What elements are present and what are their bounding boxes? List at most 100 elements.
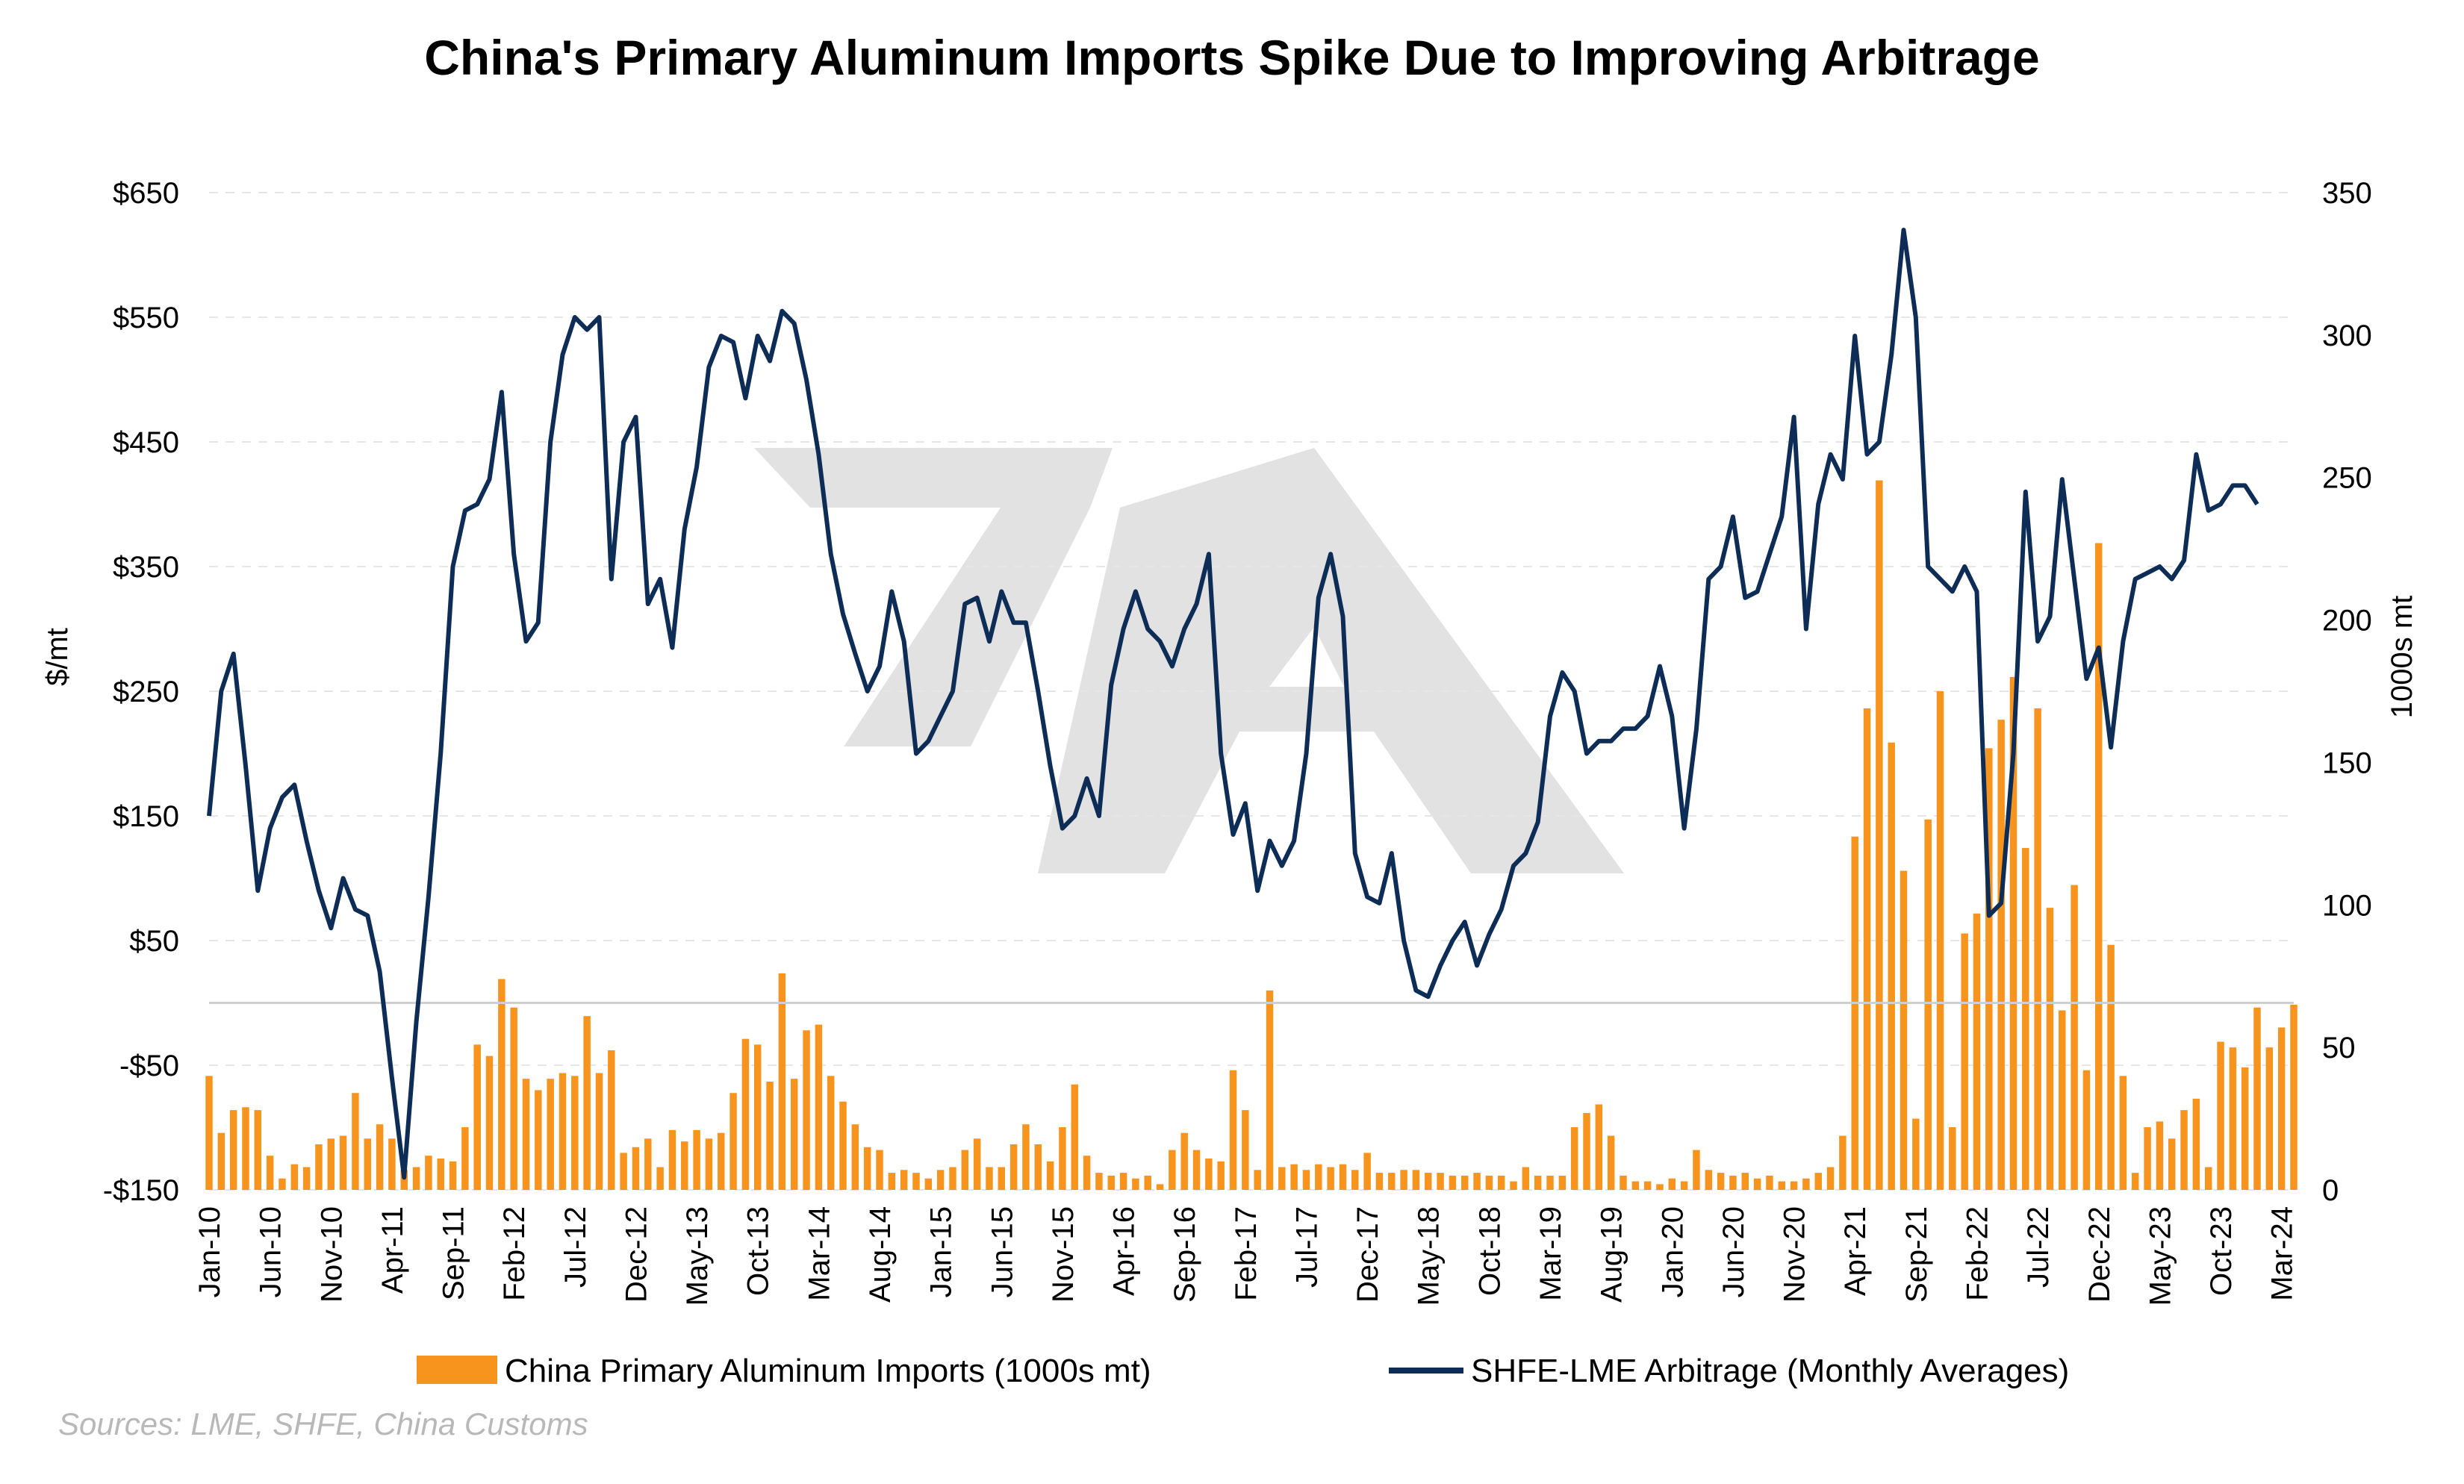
import-bar — [352, 1093, 359, 1190]
x-tick-label: Feb-12 — [498, 1206, 531, 1301]
x-tick-label: Jul-22 — [2022, 1206, 2055, 1288]
import-bar — [1107, 1175, 1115, 1190]
import-bar — [1192, 1150, 1201, 1190]
import-bar — [1876, 480, 1883, 1190]
import-bar — [1425, 1173, 1432, 1190]
x-tick-label: Mar-24 — [2266, 1206, 2299, 1301]
import-bar — [1400, 1170, 1407, 1190]
x-tick-label: Mar-19 — [1534, 1206, 1567, 1301]
import-bar — [1132, 1178, 1139, 1190]
import-bar — [803, 1030, 810, 1190]
x-tick-label: Feb-17 — [1230, 1206, 1263, 1301]
import-bar — [2156, 1121, 2164, 1190]
x-tick-label: May-23 — [2144, 1206, 2177, 1306]
import-bar — [620, 1153, 627, 1190]
import-bar — [1985, 748, 1993, 1190]
x-tick-label: Jan-10 — [193, 1206, 226, 1297]
x-tick-label: Nov-15 — [1047, 1206, 1080, 1303]
import-bar — [1071, 1084, 1078, 1190]
import-bar — [1936, 691, 1944, 1190]
import-bar — [1973, 913, 1981, 1190]
x-tick-label: Mar-14 — [803, 1206, 836, 1301]
import-bar — [1680, 1181, 1688, 1190]
x-tick-label: Jul-17 — [1290, 1206, 1323, 1288]
import-bar — [608, 1050, 615, 1190]
import-bar — [2046, 908, 2054, 1190]
import-bar — [1485, 1175, 1493, 1190]
import-bar — [1522, 1167, 1530, 1190]
import-bar — [1997, 720, 2005, 1190]
import-bar — [863, 1147, 871, 1190]
import-bar — [510, 1007, 517, 1190]
import-bar — [449, 1161, 457, 1190]
import-bar — [924, 1178, 933, 1190]
import-bar — [522, 1079, 530, 1190]
right-axis-ticks: 350 300 250 200 150 100 50 0 — [2322, 177, 2372, 1207]
x-tick-label: Nov-20 — [1779, 1206, 1811, 1303]
import-bar — [1693, 1150, 1700, 1190]
import-bar — [2107, 944, 2115, 1190]
legend-bar-label: China Primary Aluminum Imports (1000s mt… — [505, 1353, 1151, 1389]
import-bar — [1583, 1112, 1590, 1190]
import-bar — [290, 1164, 299, 1190]
right-tick-label: 150 — [2322, 746, 2372, 779]
x-tick-label: Nov-10 — [315, 1206, 348, 1303]
import-bar — [339, 1135, 347, 1190]
import-bar — [1705, 1170, 1713, 1190]
import-bar — [815, 1024, 823, 1190]
import-bar — [1510, 1181, 1517, 1190]
import-bar — [327, 1138, 335, 1190]
import-bar — [1375, 1173, 1384, 1190]
import-bar — [741, 1038, 750, 1190]
import-bar — [2253, 1007, 2261, 1190]
import-bar — [1534, 1175, 1542, 1190]
left-axis-title: $/mt — [41, 628, 74, 686]
import-bar — [1643, 1181, 1652, 1190]
x-tick-label: Jul-12 — [559, 1206, 592, 1288]
import-bar — [2095, 543, 2103, 1190]
import-bar — [485, 1056, 494, 1190]
import-bar — [961, 1150, 969, 1190]
left-tick-label: $50 — [129, 925, 179, 958]
import-bar — [1741, 1173, 1749, 1190]
left-axis-ticks: $650 $550 $450 $350 $250 $150 $50 -$50 -$150 — [103, 177, 179, 1207]
watermark-logo — [754, 448, 1624, 873]
x-tick-label: Aug-14 — [864, 1206, 897, 1303]
import-bar — [986, 1167, 993, 1190]
import-bar — [254, 1110, 262, 1190]
import-bar — [1034, 1144, 1042, 1190]
x-tick-label: Apr-21 — [1839, 1206, 1872, 1296]
import-bar — [559, 1073, 567, 1190]
import-bar — [1412, 1170, 1420, 1190]
import-bar — [766, 1081, 774, 1190]
import-bar — [1229, 1070, 1237, 1190]
left-tick-label: $650 — [113, 177, 179, 210]
import-bar — [1924, 819, 1932, 1190]
import-bar — [2132, 1173, 2139, 1190]
import-bar — [1388, 1173, 1396, 1190]
right-tick-label: 300 — [2322, 319, 2372, 352]
import-bar — [2119, 1076, 2127, 1190]
import-bar — [425, 1156, 432, 1190]
import-bar — [1839, 1135, 1847, 1190]
import-bar — [1022, 1124, 1030, 1190]
import-bar — [912, 1173, 920, 1190]
import-bar — [1473, 1173, 1481, 1190]
import-bar — [973, 1138, 981, 1190]
x-tick-label: Dec-12 — [620, 1206, 653, 1303]
import-bar — [1302, 1170, 1310, 1190]
import-bars — [205, 480, 2297, 1190]
import-bar — [1180, 1132, 1188, 1190]
import-bar — [388, 1138, 396, 1190]
import-bar — [656, 1167, 664, 1190]
import-bar — [1242, 1110, 1249, 1190]
import-bar — [1717, 1173, 1725, 1190]
import-bar — [2059, 1010, 2066, 1190]
import-bar — [754, 1044, 762, 1190]
import-bar — [632, 1147, 640, 1190]
x-tick-label: Oct-13 — [742, 1206, 775, 1296]
import-bar — [242, 1107, 249, 1190]
import-bar — [1497, 1175, 1505, 1190]
import-bar — [498, 979, 505, 1190]
